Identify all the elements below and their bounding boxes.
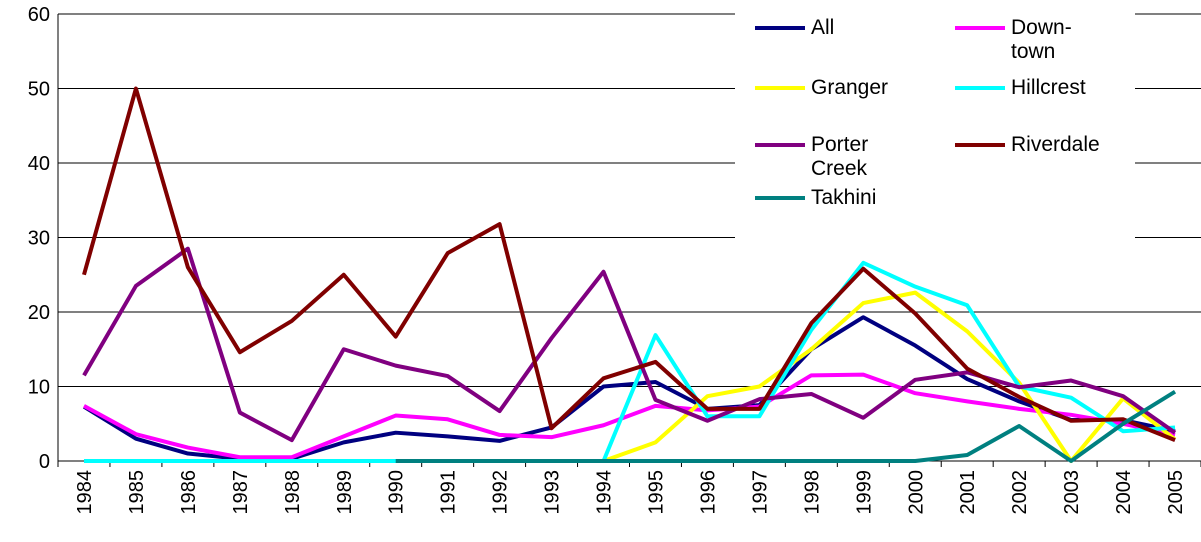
x-tick-label: 1994	[594, 470, 616, 515]
y-tick-label: 40	[28, 153, 50, 175]
x-tick-label: 2001	[957, 470, 979, 515]
legend-label: Hillcrest	[1011, 76, 1086, 99]
x-tick-label: 1985	[126, 470, 148, 515]
x-tick-label: 1999	[853, 470, 875, 515]
legend-label: Takhini	[811, 186, 877, 209]
legend-label: Down-town	[1011, 16, 1072, 63]
series-line	[395, 390, 1177, 463]
x-tick-label: 2004	[1113, 470, 1135, 515]
y-tick-label: 0	[39, 451, 50, 473]
legend-label: Riverdale	[1011, 133, 1100, 156]
x-tick-label: 1997	[749, 470, 771, 515]
x-tick-label: 1986	[178, 470, 200, 515]
x-tick-label: 2005	[1165, 470, 1187, 515]
x-tick-label: 1995	[645, 470, 667, 515]
x-tick-label: 1991	[438, 470, 460, 515]
x-tick-label: 1998	[801, 470, 823, 515]
x-tick-label: 1989	[334, 470, 356, 515]
series-line	[602, 290, 1177, 463]
y-tick-label: 30	[28, 228, 50, 250]
x-tick-label: 1993	[542, 470, 564, 515]
series-line	[83, 260, 1176, 463]
x-tick-label: 2003	[1061, 470, 1083, 515]
y-tick-label: 20	[28, 302, 50, 324]
x-tick-label: 2002	[1009, 470, 1031, 515]
x-tick-label: 2000	[905, 470, 927, 515]
series-line	[82, 86, 1176, 442]
x-tick-label: 1984	[74, 470, 96, 515]
x-tick-label: 1988	[282, 470, 304, 515]
x-tick-label: 1990	[386, 470, 408, 515]
y-tick-label: 10	[28, 377, 50, 399]
legend-label: Porter Creek	[811, 133, 869, 180]
x-tick-label: 1996	[697, 470, 719, 515]
x-tick-label: 1992	[490, 470, 512, 515]
y-tick-label: 50	[28, 79, 50, 101]
y-tick-label: 60	[28, 4, 50, 26]
legend-label: All	[811, 16, 835, 39]
series-line	[82, 246, 1177, 443]
series-line	[83, 372, 1176, 460]
x-tick-label: 1987	[230, 470, 252, 515]
legend-label: Granger	[811, 76, 889, 99]
